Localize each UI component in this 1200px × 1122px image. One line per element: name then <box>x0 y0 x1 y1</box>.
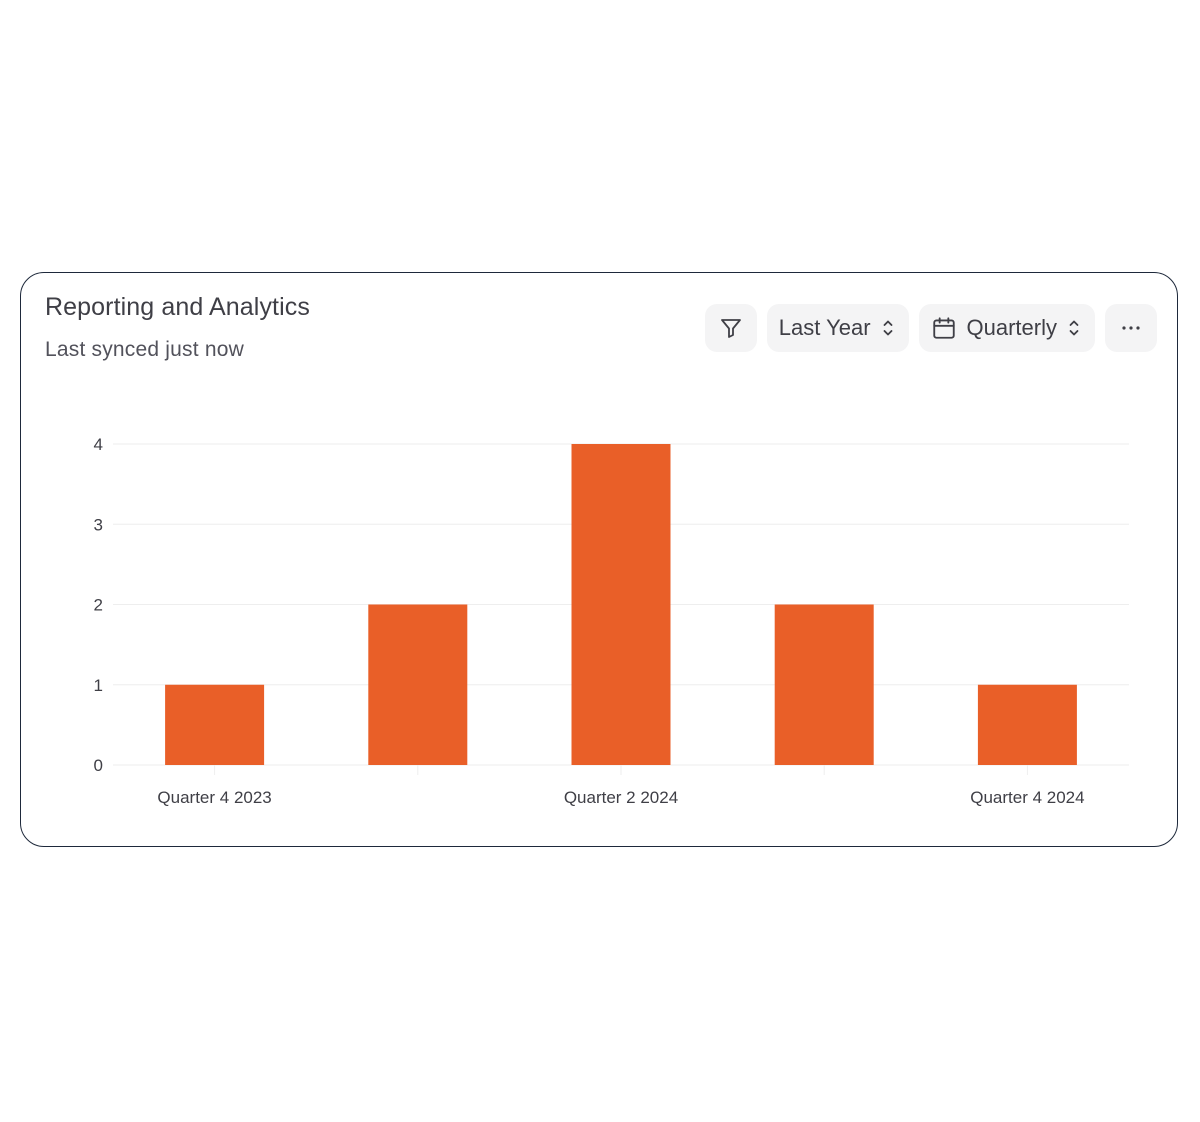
ellipsis-icon <box>1122 326 1140 330</box>
x-tick-label: Quarter 2 2024 <box>564 788 678 807</box>
more-options-button[interactable] <box>1105 304 1157 352</box>
toolbar: Last Year Quarterly <box>704 304 1157 352</box>
granularity-label: Quarterly <box>966 315 1057 340</box>
bar-4 <box>774 604 874 765</box>
x-tick-label: Quarter 4 2023 <box>157 788 271 807</box>
bar-1 <box>165 684 265 765</box>
bar-chart: 0 1 2 3 4 Quarter 4 2023 Quarter 2 2024 Quarter… <box>94 435 1129 807</box>
analytics-card: Reporting and Analytics Last synced just… <box>20 272 1178 847</box>
chevron-up-down-icon <box>1069 320 1079 336</box>
y-tick-label: 3 <box>94 515 103 534</box>
calendar-icon <box>932 317 955 339</box>
y-tick-label: 4 <box>94 435 103 454</box>
date-range-label: Last Year <box>778 315 871 340</box>
sync-status: Last synced just now <box>45 338 244 361</box>
date-range-select[interactable]: Last Year <box>766 304 909 352</box>
card-title: Reporting and Analytics <box>45 293 310 321</box>
bar-3 <box>571 444 671 765</box>
y-tick-label: 2 <box>94 596 103 615</box>
granularity-select[interactable]: Quarterly <box>918 304 1095 352</box>
chevron-up-down-icon <box>883 320 892 336</box>
y-tick-label: 0 <box>94 756 103 775</box>
bar-5 <box>977 684 1077 765</box>
filter-icon <box>720 319 741 338</box>
x-tick-label: Quarter 4 2024 <box>970 788 1084 807</box>
bar-2 <box>368 604 468 765</box>
filter-button[interactable] <box>704 304 757 352</box>
y-tick-label: 1 <box>94 676 103 695</box>
